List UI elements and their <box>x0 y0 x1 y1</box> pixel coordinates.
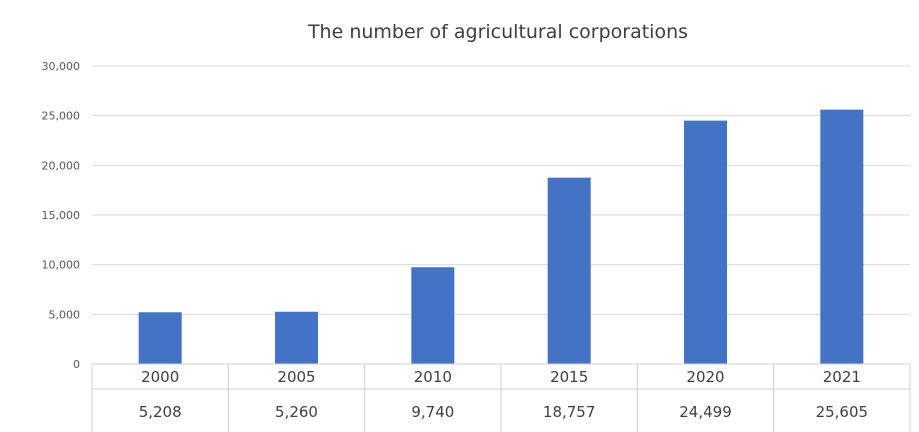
y-tick-label: 20,000 <box>42 159 81 172</box>
x-tick-label: 2015 <box>550 368 588 386</box>
y-tick-label: 15,000 <box>42 209 81 222</box>
data-table-value: 5,260 <box>275 403 318 421</box>
bar <box>275 311 318 364</box>
data-table-value: 25,605 <box>816 403 869 421</box>
y-tick-label: 30,000 <box>42 60 81 73</box>
data-table-value: 5,208 <box>139 403 182 421</box>
y-tick-label: 5,000 <box>49 308 81 321</box>
data-table: 2000 2005 2010 2015 2020 2021 5,208 5,260 9,740 1… <box>91 363 911 432</box>
y-tick-label: 10,000 <box>42 259 81 272</box>
chart-title: The number of agricultural corporations <box>307 21 688 43</box>
data-table-value: 9,740 <box>411 403 454 421</box>
y-tick-label: 25,000 <box>42 110 81 123</box>
y-tick-label: 0 <box>73 358 80 371</box>
bar <box>547 177 591 364</box>
data-table-value: 18,757 <box>543 403 596 421</box>
x-tick-label: 2010 <box>414 368 452 386</box>
bar <box>138 312 182 364</box>
x-tick-label: 2020 <box>686 368 724 386</box>
bar <box>411 267 455 364</box>
x-tick-label: 2005 <box>277 368 315 386</box>
bars <box>138 109 864 364</box>
bar <box>820 109 864 364</box>
y-axis-tick-labels: 0 5,000 10,000 15,000 20,000 25,000 30,000 <box>42 60 81 371</box>
x-tick-label: 2000 <box>141 368 179 386</box>
x-tick-label: 2021 <box>823 368 861 386</box>
data-table-value: 24,499 <box>679 403 732 421</box>
gridlines <box>92 65 910 315</box>
bar <box>684 120 727 364</box>
